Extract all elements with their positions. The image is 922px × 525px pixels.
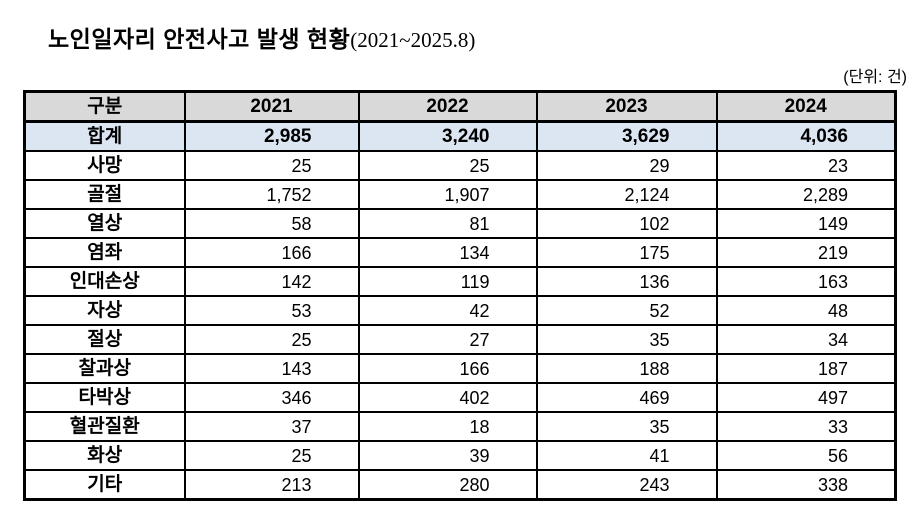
cell-value: 23 bbox=[715, 150, 897, 181]
cell-value: 175 bbox=[535, 237, 718, 268]
cell-value: 469 bbox=[535, 382, 718, 413]
table-row: 절상 25 27 35 34 bbox=[23, 324, 897, 355]
table-row: 열상 58 81 102 149 bbox=[23, 208, 897, 239]
row-label: 골절 bbox=[23, 179, 186, 210]
cell-value: 187 bbox=[715, 353, 897, 384]
cell-value: 56 bbox=[715, 440, 897, 471]
table-row: 염좌 166 134 175 219 bbox=[23, 237, 897, 268]
row-label: 절상 bbox=[23, 324, 186, 355]
cell-value: 102 bbox=[535, 208, 718, 239]
cell-value: 2,289 bbox=[715, 179, 897, 210]
cell-value: 143 bbox=[183, 353, 360, 384]
table-row: 자상 53 42 52 48 bbox=[23, 295, 897, 326]
cell-value: 142 bbox=[183, 266, 360, 297]
cell-value: 58 bbox=[183, 208, 360, 239]
unit-label: (단위: 건) bbox=[843, 69, 907, 86]
cell-value: 1,752 bbox=[183, 179, 360, 210]
table-row: 혈관질환 37 18 35 33 bbox=[23, 411, 897, 442]
cell-value: 25 bbox=[357, 150, 538, 181]
table-header-row: 구분 2021 2022 2023 2024 bbox=[23, 90, 897, 123]
row-label: 화상 bbox=[23, 440, 186, 471]
cell-value: 166 bbox=[357, 353, 538, 384]
cell-value: 4,036 bbox=[715, 120, 897, 152]
row-label: 기타 bbox=[23, 469, 186, 501]
cell-value: 39 bbox=[357, 440, 538, 471]
cell-value: 163 bbox=[715, 266, 897, 297]
cell-value: 346 bbox=[183, 382, 360, 413]
table-row: 화상 25 39 41 56 bbox=[23, 440, 897, 471]
row-label: 인대손상 bbox=[23, 266, 186, 297]
row-label: 타박상 bbox=[23, 382, 186, 413]
cell-value: 119 bbox=[357, 266, 538, 297]
cell-value: 27 bbox=[357, 324, 538, 355]
cell-value: 37 bbox=[183, 411, 360, 442]
table-row: 찰과상 143 166 188 187 bbox=[23, 353, 897, 384]
cell-value: 497 bbox=[715, 382, 897, 413]
column-header-category: 구분 bbox=[23, 90, 186, 123]
cell-value: 81 bbox=[357, 208, 538, 239]
row-label: 찰과상 bbox=[23, 353, 186, 384]
table-body: 합계 2,985 3,240 3,629 4,036 사망 25 25 29 23 골절 1,752 1… bbox=[23, 120, 897, 501]
cell-value: 33 bbox=[715, 411, 897, 442]
cell-value: 402 bbox=[357, 382, 538, 413]
cell-value: 34 bbox=[715, 324, 897, 355]
cell-value: 41 bbox=[535, 440, 718, 471]
row-label: 합계 bbox=[23, 120, 186, 152]
cell-value: 35 bbox=[535, 411, 718, 442]
cell-value: 18 bbox=[357, 411, 538, 442]
row-label: 자상 bbox=[23, 295, 186, 326]
cell-value: 25 bbox=[183, 150, 360, 181]
row-label: 사망 bbox=[23, 150, 186, 181]
page-title-text: 노인일자리 안전사고 발생 현황 bbox=[48, 26, 351, 52]
cell-value: 166 bbox=[183, 237, 360, 268]
cell-value: 213 bbox=[183, 469, 360, 501]
cell-value: 25 bbox=[183, 324, 360, 355]
cell-value: 136 bbox=[535, 266, 718, 297]
column-header-year: 2024 bbox=[715, 90, 897, 123]
page-title-period: (2021~2025.8) bbox=[350, 28, 476, 52]
cell-value: 29 bbox=[535, 150, 718, 181]
cell-value: 3,240 bbox=[357, 120, 538, 152]
table-row: 기타 213 280 243 338 bbox=[23, 469, 897, 501]
cell-value: 1,907 bbox=[357, 179, 538, 210]
cell-value: 219 bbox=[715, 237, 897, 268]
accident-table: 구분 2021 2022 2023 2024 합계 2,985 3,240 3,629 4,03… bbox=[23, 90, 897, 501]
row-label: 열상 bbox=[23, 208, 186, 239]
row-label: 혈관질환 bbox=[23, 411, 186, 442]
cell-value: 134 bbox=[357, 237, 538, 268]
cell-value: 35 bbox=[535, 324, 718, 355]
cell-value: 48 bbox=[715, 295, 897, 326]
cell-value: 188 bbox=[535, 353, 718, 384]
table-row: 골절 1,752 1,907 2,124 2,289 bbox=[23, 179, 897, 210]
page-title: 노인일자리 안전사고 발생 현황(2021~2025.8) bbox=[48, 20, 475, 54]
cell-value: 243 bbox=[535, 469, 718, 501]
cell-value: 42 bbox=[357, 295, 538, 326]
table-row: 사망 25 25 29 23 bbox=[23, 150, 897, 181]
cell-value: 280 bbox=[357, 469, 538, 501]
cell-value: 2,124 bbox=[535, 179, 718, 210]
table-row: 타박상 346 402 469 497 bbox=[23, 382, 897, 413]
cell-value: 53 bbox=[183, 295, 360, 326]
cell-value: 338 bbox=[715, 469, 897, 501]
cell-value: 25 bbox=[183, 440, 360, 471]
cell-value: 52 bbox=[535, 295, 718, 326]
table-row: 인대손상 142 119 136 163 bbox=[23, 266, 897, 297]
table-row-total: 합계 2,985 3,240 3,629 4,036 bbox=[23, 120, 897, 152]
column-header-year: 2022 bbox=[357, 90, 538, 123]
column-header-year: 2023 bbox=[535, 90, 718, 123]
column-header-year: 2021 bbox=[183, 90, 360, 123]
cell-value: 3,629 bbox=[535, 120, 718, 152]
row-label: 염좌 bbox=[23, 237, 186, 268]
cell-value: 2,985 bbox=[183, 120, 360, 152]
cell-value: 149 bbox=[715, 208, 897, 239]
